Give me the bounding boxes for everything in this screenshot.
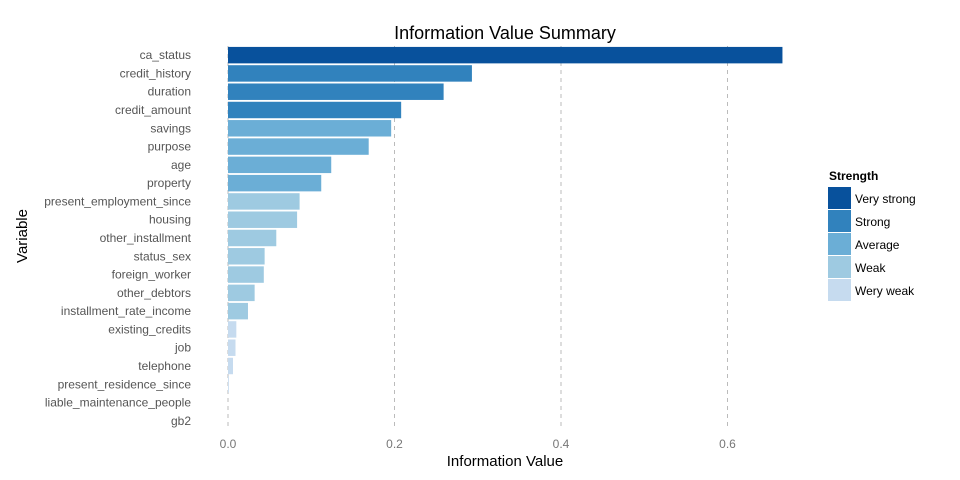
y-tick-label: status_sex <box>134 249 191 263</box>
bar <box>228 174 322 192</box>
y-tick-label: savings <box>150 121 191 135</box>
y-tick-label: other_installment <box>100 231 192 245</box>
x-tick-label: 0.0 <box>220 437 237 451</box>
y-tick-label: credit_amount <box>115 103 192 117</box>
y-tick-label: ca_status <box>140 48 191 62</box>
bar <box>228 65 472 82</box>
y-tick-label: foreign_worker <box>112 268 191 282</box>
legend-title: Strength <box>829 169 878 183</box>
legend-label: Average <box>855 238 900 252</box>
bar <box>228 120 392 137</box>
x-axis-tick-labels: 0.0 0.2 0.4 0.6 <box>220 437 737 451</box>
y-tick-label: existing_credits <box>108 322 191 336</box>
bar <box>228 211 298 228</box>
y-tick-label: liable_maintenance_people <box>45 396 191 410</box>
legend: Strength Very strong Strong Average Weak Wer… <box>828 169 916 301</box>
y-tick-label: present_residence_since <box>58 377 192 391</box>
legend-swatch <box>828 256 851 278</box>
legend-label: Weak <box>855 261 886 275</box>
y-tick-label: housing <box>149 213 191 227</box>
bar <box>228 284 255 302</box>
y-tick-label: purpose <box>148 140 192 154</box>
y-tick-label: telephone <box>138 359 191 373</box>
bar <box>228 83 444 100</box>
y-tick-label: other_debtors <box>117 286 191 300</box>
y-axis-tick-labels: ca_status credit_history duration credit_am… <box>44 48 191 428</box>
y-tick-label: present_employment_since <box>44 194 191 208</box>
bar <box>228 46 783 64</box>
bar <box>228 339 236 356</box>
bar <box>228 248 265 265</box>
legend-swatch <box>828 279 851 301</box>
x-tick-label: 0.4 <box>553 437 570 451</box>
bar <box>228 156 332 174</box>
y-tick-label: credit_history <box>120 66 191 80</box>
y-tick-label: installment_rate_income <box>61 304 191 318</box>
bar <box>228 229 277 247</box>
bar <box>228 376 229 393</box>
legend-swatch <box>828 210 851 232</box>
legend-label: Wery weak <box>855 284 915 298</box>
x-tick-label: 0.2 <box>386 437 403 451</box>
y-axis-title: Variable <box>14 209 31 263</box>
bar <box>228 193 300 210</box>
y-tick-label: job <box>174 341 191 355</box>
y-tick-label: age <box>171 158 191 172</box>
bar <box>228 321 237 338</box>
legend-swatch <box>828 233 851 255</box>
y-tick-label: gb2 <box>171 414 191 428</box>
chart-title: Information Value Summary <box>394 23 616 43</box>
bar <box>228 266 264 283</box>
x-tick-label: 0.6 <box>719 437 736 451</box>
bar <box>228 101 402 119</box>
y-tick-label: property <box>147 176 191 190</box>
bars <box>228 46 783 393</box>
legend-items: Very strong Strong Average Weak Wery weak <box>828 187 916 301</box>
bar <box>228 302 248 320</box>
x-axis-title: Information Value <box>447 453 563 470</box>
y-tick-label: duration <box>148 85 191 99</box>
bar <box>228 138 369 155</box>
legend-swatch <box>828 187 851 209</box>
bar <box>228 357 233 375</box>
legend-label: Very strong <box>855 192 916 206</box>
legend-label: Strong <box>855 215 890 229</box>
